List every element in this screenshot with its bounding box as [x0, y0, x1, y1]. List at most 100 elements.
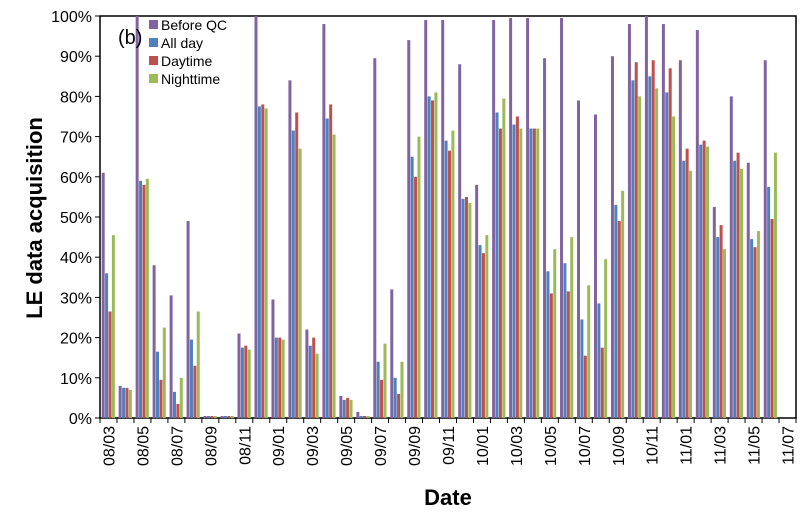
- bar: [638, 96, 642, 419]
- bar: [464, 196, 468, 418]
- bar: [543, 58, 547, 419]
- x-tick-label: 11/05: [747, 426, 764, 465]
- series-all-day: [105, 76, 771, 419]
- bar: [729, 96, 733, 419]
- bar: [417, 136, 421, 418]
- bar: [495, 112, 499, 418]
- bar: [105, 273, 109, 418]
- legend-label: All day: [161, 35, 203, 51]
- x-tick-label: 10/07: [577, 426, 594, 466]
- panel-label: (b): [118, 27, 142, 49]
- bar: [383, 343, 387, 418]
- bar: [621, 190, 625, 418]
- bar: [325, 118, 329, 418]
- bar: [468, 202, 472, 418]
- bar: [736, 152, 740, 418]
- bar: [390, 289, 394, 418]
- bar: [156, 351, 160, 418]
- bar: [678, 60, 682, 418]
- bar: [773, 152, 777, 418]
- bar: [366, 415, 370, 418]
- y-tick-label: 100%: [51, 9, 92, 26]
- bar: [356, 411, 360, 418]
- bar: [315, 353, 319, 418]
- bar: [685, 148, 689, 418]
- x-tick-label: 10/01: [475, 426, 492, 466]
- y-tick-label: 10%: [60, 371, 92, 388]
- x-tick-label: 11/07: [781, 426, 798, 465]
- bar: [475, 184, 479, 418]
- bar: [610, 56, 614, 418]
- bar: [448, 150, 451, 419]
- bar: [162, 327, 166, 418]
- x-tick-label: 09/03: [305, 426, 322, 466]
- bar: [458, 64, 462, 419]
- bar: [750, 239, 754, 418]
- legend: Before QC All day Daytime Nighttime: [149, 17, 227, 87]
- x-tick-label: 08/09: [203, 426, 220, 466]
- bar: [723, 249, 726, 418]
- bar: [434, 92, 438, 418]
- bar: [142, 184, 146, 418]
- bar: [152, 265, 156, 418]
- bar: [519, 128, 523, 418]
- bar: [634, 62, 638, 418]
- bar: [746, 162, 750, 418]
- bar: [169, 295, 173, 418]
- bar: [139, 180, 143, 418]
- bar: [407, 40, 411, 419]
- bar: [515, 116, 519, 418]
- bar: [767, 186, 771, 418]
- series-before-qc: [101, 16, 767, 419]
- x-tick-label: 08/07: [169, 426, 186, 466]
- bar: [227, 415, 231, 418]
- bar: [600, 347, 604, 418]
- bar: [254, 16, 258, 418]
- bar: [308, 345, 312, 418]
- legend-label: Nighttime: [161, 71, 220, 87]
- x-tick-label: 10/11: [645, 426, 662, 465]
- bar: [566, 291, 570, 418]
- bar: [410, 156, 414, 418]
- bar: [186, 221, 190, 418]
- bar: [427, 96, 431, 419]
- bar: [593, 114, 597, 419]
- x-axis-title: Date: [424, 485, 472, 510]
- bar: [756, 231, 760, 418]
- bar: [128, 389, 132, 418]
- bar: [753, 247, 757, 418]
- bar: [189, 339, 193, 418]
- bar: [176, 403, 180, 418]
- x-tick-label: 08/05: [135, 426, 152, 466]
- bar: [461, 198, 465, 418]
- bar: [213, 415, 217, 418]
- bar: [577, 100, 581, 419]
- bar: [739, 168, 743, 418]
- bar: [376, 361, 380, 418]
- bar: [179, 377, 183, 418]
- bar: [644, 16, 648, 418]
- bar: [159, 379, 163, 418]
- x-tick-label: 10/03: [509, 426, 526, 466]
- bar: [719, 225, 723, 418]
- bar: [393, 377, 397, 418]
- x-tick-label: 09/01: [271, 426, 288, 466]
- bar: [651, 60, 655, 418]
- bar: [247, 349, 251, 418]
- bar: [716, 237, 720, 418]
- bar: [478, 245, 482, 418]
- bar: [492, 20, 496, 419]
- legend-label: Before QC: [161, 17, 227, 33]
- bar: [546, 271, 550, 418]
- x-axis-ticks: 08/03 08/05 08/07 08/09 08/11 09/01 09/03 09/05…: [99, 418, 798, 466]
- bar: [312, 337, 316, 418]
- bar: [339, 395, 343, 418]
- bar: [220, 415, 224, 418]
- bar: [196, 311, 200, 418]
- bar: [597, 303, 601, 418]
- y-axis-title: LE data acquisition: [22, 117, 47, 319]
- bar: [244, 345, 248, 418]
- y-tick-label: 70%: [60, 130, 92, 147]
- bar: [108, 311, 112, 418]
